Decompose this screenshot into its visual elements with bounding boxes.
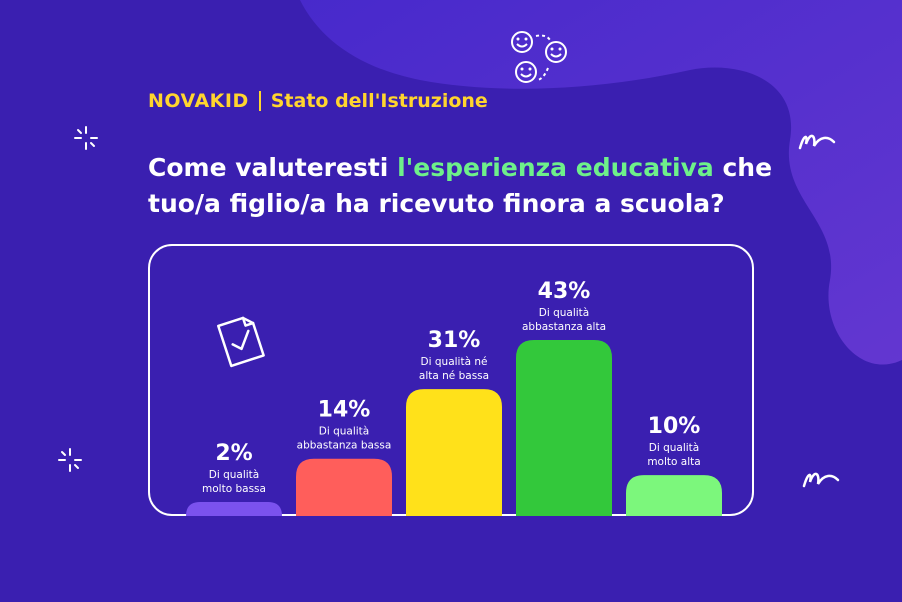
smiley-icon — [511, 31, 567, 83]
category-label: alta né bassa — [419, 370, 489, 382]
category-label: Di qualità — [649, 442, 699, 454]
value-label: 43% — [538, 279, 591, 304]
category-label: abbastanza bassa — [297, 440, 392, 452]
squiggle-icon — [798, 134, 836, 150]
value-label: 2% — [215, 441, 252, 466]
category-label: molto bassa — [202, 483, 266, 495]
category-label: Di qualità — [209, 469, 259, 481]
bar-3 — [406, 389, 502, 516]
category-label: abbastanza alta — [522, 321, 606, 333]
category-label: Di qualità — [319, 426, 369, 438]
question-text-after: che tuo/a figlio/a ha ricevuto finora a … — [148, 153, 773, 218]
squiggle-icon — [802, 472, 840, 488]
category-label: Di qualità né — [421, 356, 488, 368]
bar-1 — [186, 502, 282, 516]
header-divider — [258, 91, 261, 111]
bar-5 — [626, 475, 722, 516]
question-highlight: l'esperienza educativa — [397, 153, 714, 182]
header-subtitle: Stato dell'Istruzione — [270, 90, 488, 112]
header: NOVAKID Stato dell'Istruzione — [148, 86, 488, 116]
novakid-logo: NOVAKID — [148, 90, 249, 112]
value-label: 14% — [318, 398, 371, 423]
value-label: 10% — [648, 414, 701, 439]
question-text-before: Come valuteresti — [148, 153, 398, 182]
category-label: molto alta — [647, 456, 700, 468]
question-title: Come valuteresti l'esperienza educativa … — [148, 150, 788, 222]
sparkle-icon — [58, 448, 82, 472]
value-label: 31% — [428, 328, 481, 353]
category-label: Di qualità — [539, 307, 589, 319]
sparkle-icon — [74, 126, 98, 150]
bar-2 — [296, 458, 392, 516]
bar-4 — [516, 340, 612, 516]
document-check-icon — [217, 316, 265, 368]
